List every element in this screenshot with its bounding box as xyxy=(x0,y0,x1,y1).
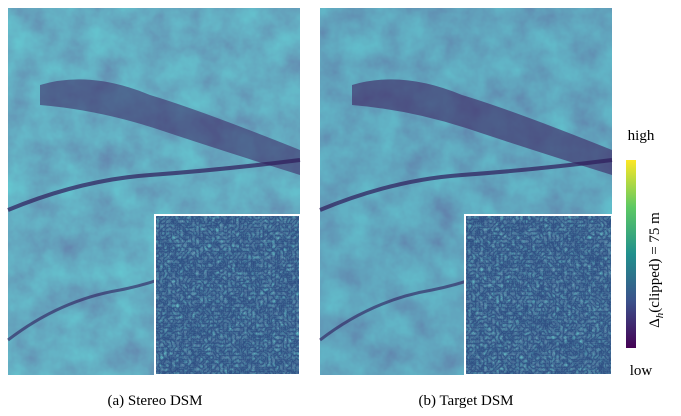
symbol: Δ xyxy=(647,318,663,328)
title-text: (clipped) = 75 m xyxy=(647,212,663,313)
caption: (a) Stereo DSM xyxy=(108,393,203,409)
subscript: h xyxy=(654,312,666,318)
colorbar-low: low xyxy=(630,363,653,379)
panel-b-image xyxy=(319,8,613,376)
colorbar-title: Δh(clipped) = 75 m xyxy=(647,212,665,328)
caption: (b) Target DSM xyxy=(418,393,513,409)
panel-a-image xyxy=(7,8,301,376)
colorbar-high: high xyxy=(628,128,655,144)
colorbar xyxy=(626,160,636,348)
